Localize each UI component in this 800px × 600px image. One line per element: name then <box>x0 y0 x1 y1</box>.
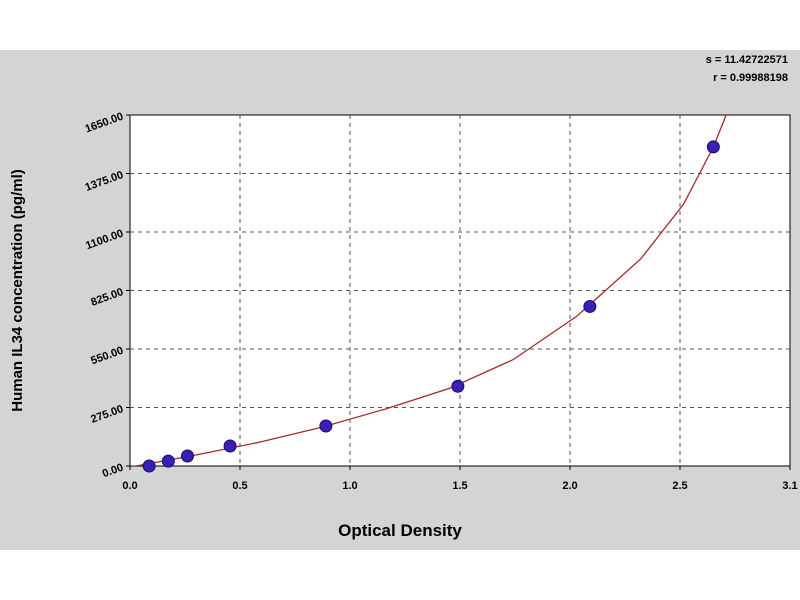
x-tick-label: 3.1 <box>782 480 797 492</box>
y-tick-label: 1650.00 <box>84 111 125 136</box>
fit-s-value: s = 11.42722571 <box>705 54 788 66</box>
fit-r-value: r = 0.99988198 <box>713 72 788 84</box>
y-tick-label: 1375.00 <box>84 169 125 194</box>
standard-curve-chart: 0.0 0.5 1.0 1.5 2.0 2.5 3.1 0.00 275.00 550.00 825… <box>9 111 798 540</box>
chart-panel: s = 11.42722571 r = 0.99988198 0.0 0.5 1.0… <box>0 50 800 550</box>
data-point <box>161 454 175 468</box>
data-point <box>142 459 156 473</box>
x-tick-label: 0.0 <box>122 480 137 492</box>
x-tick-label: 2.0 <box>562 480 577 492</box>
fit-curve <box>132 115 727 466</box>
data-point <box>319 419 333 433</box>
y-tick-label: 1100.00 <box>84 228 125 253</box>
y-tick-label: 275.00 <box>89 403 125 426</box>
x-tick-label: 2.5 <box>672 480 687 492</box>
y-tick-label: 825.00 <box>89 286 125 309</box>
x-tick-label: 1.5 <box>452 480 467 492</box>
y-tick-label: 0.00 <box>101 462 125 481</box>
x-axis-label: Optical Density <box>338 521 462 540</box>
data-point <box>451 379 465 393</box>
x-tick-label: 1.0 <box>342 480 357 492</box>
data-point <box>223 439 237 453</box>
data-point <box>180 449 194 463</box>
y-axis-label: Human IL34 concentration (pg/ml) <box>9 169 26 412</box>
data-point <box>583 299 597 313</box>
data-point <box>706 140 720 154</box>
x-tick-label: 0.5 <box>232 480 247 492</box>
y-tick-label: 550.00 <box>89 345 125 368</box>
